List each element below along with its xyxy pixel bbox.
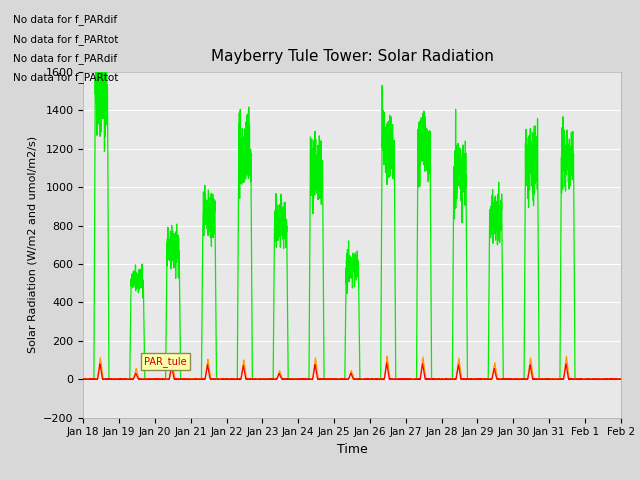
PAR Water xyxy=(472,376,480,382)
PAR In xyxy=(617,376,625,382)
Text: No data for f_PARdif: No data for f_PARdif xyxy=(13,53,117,64)
PAR Tule xyxy=(383,353,391,359)
PAR Water xyxy=(79,376,87,382)
PAR Water xyxy=(443,376,451,382)
PAR Tule xyxy=(503,376,511,382)
Text: No data for f_PARtot: No data for f_PARtot xyxy=(13,34,118,45)
X-axis label: Time: Time xyxy=(337,443,367,456)
PAR In xyxy=(472,376,480,382)
Title: Mayberry Tule Tower: Solar Radiation: Mayberry Tule Tower: Solar Radiation xyxy=(211,49,493,64)
PAR In xyxy=(332,376,340,382)
Text: PAR_tule: PAR_tule xyxy=(144,356,187,367)
PAR Water xyxy=(383,360,390,366)
PAR In xyxy=(95,46,103,51)
PAR Tule xyxy=(616,376,624,382)
Line: PAR Water: PAR Water xyxy=(83,363,621,380)
PAR Tule xyxy=(332,376,340,382)
PAR Tule xyxy=(443,376,451,382)
PAR In xyxy=(616,376,624,382)
PAR Tule xyxy=(176,376,184,382)
Line: PAR In: PAR In xyxy=(83,48,621,379)
Text: No data for f_PARdif: No data for f_PARdif xyxy=(13,14,117,25)
PAR Tule xyxy=(256,377,264,383)
PAR Water xyxy=(617,376,625,382)
PAR In xyxy=(79,376,87,382)
PAR Tule xyxy=(617,376,625,382)
PAR In xyxy=(443,376,451,382)
PAR Water xyxy=(332,376,340,382)
Y-axis label: Solar Radiation (W/m2 and umol/m2/s): Solar Radiation (W/m2 and umol/m2/s) xyxy=(28,136,37,353)
PAR Tule xyxy=(79,376,87,382)
PAR Water xyxy=(176,376,184,382)
Text: No data for f_PARtot: No data for f_PARtot xyxy=(13,72,118,83)
PAR Water xyxy=(598,377,606,383)
PAR Water xyxy=(616,376,624,382)
PAR In xyxy=(503,376,511,382)
PAR Water xyxy=(503,376,511,382)
PAR In xyxy=(176,312,184,318)
PAR Tule xyxy=(473,376,481,382)
Line: PAR Tule: PAR Tule xyxy=(83,356,621,380)
